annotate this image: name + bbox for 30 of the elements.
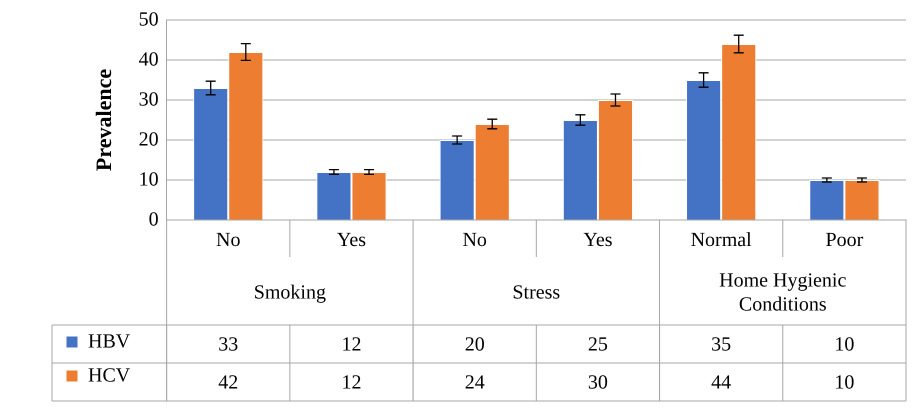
data-label: 24 <box>464 371 485 394</box>
y-axis-title: Prevalence <box>91 68 116 172</box>
y-tick-label: 20 <box>138 128 159 150</box>
data-label: 25 <box>588 333 608 356</box>
text: Home Hygienic Conditions <box>719 269 846 316</box>
data-label: 10 <box>834 333 854 356</box>
data-label: 44 <box>711 371 732 394</box>
x-tick-label: Normal <box>690 228 752 251</box>
y-tick-label: 10 <box>138 168 159 190</box>
legend-label: HCV <box>88 364 131 386</box>
data-label: 12 <box>341 371 362 394</box>
data-label: 33 <box>218 333 238 356</box>
y-tick-label: 30 <box>138 88 159 110</box>
text: Smoking <box>254 281 326 304</box>
data-label: 20 <box>464 333 485 356</box>
x-tick-label: Yes <box>336 228 366 251</box>
data-label: 42 <box>218 371 238 394</box>
x-tick-label: Poor <box>825 228 864 251</box>
y-tick-label: 0 <box>148 208 159 230</box>
text: Stress <box>512 281 560 304</box>
y-tick-label: 40 <box>138 48 159 70</box>
data-label: 12 <box>341 333 362 356</box>
data-label: 35 <box>711 333 732 356</box>
data-label: 30 <box>588 371 608 394</box>
x-tick-label: Yes <box>583 228 613 251</box>
y-tick-label: 50 <box>138 8 159 30</box>
x-tick-label: No <box>462 228 487 251</box>
data-label: 10 <box>834 371 854 394</box>
legend-label: HBV <box>88 330 131 352</box>
x-tick-label: No <box>216 228 240 251</box>
